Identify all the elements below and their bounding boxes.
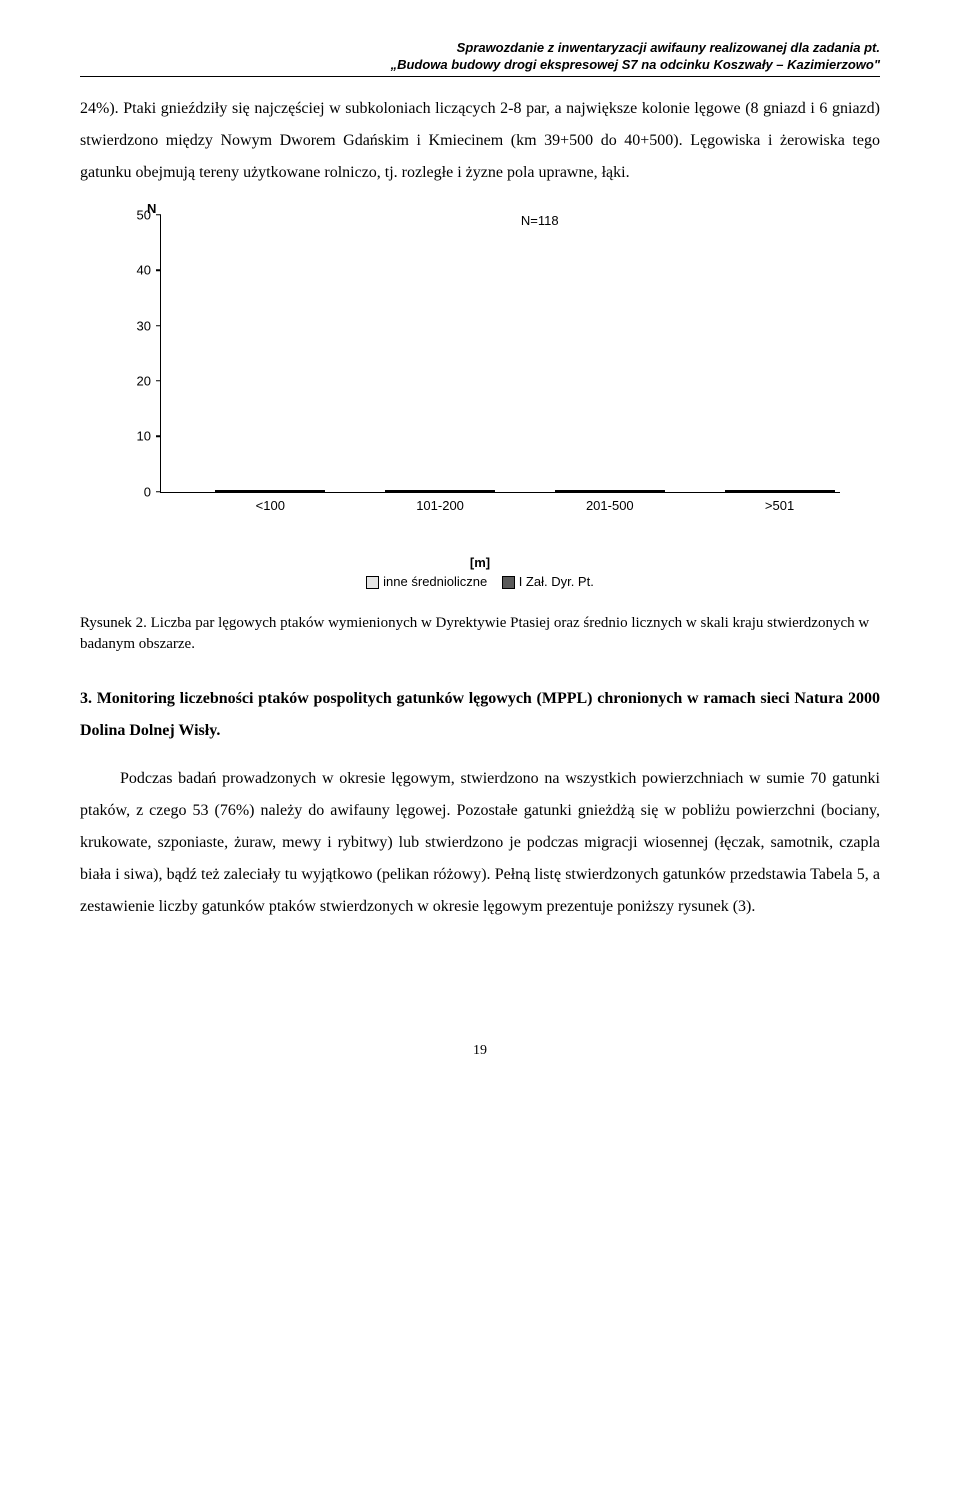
section-title: 3. Monitoring liczebności ptaków pospoli…	[80, 683, 880, 747]
legend-swatch-dark	[502, 576, 515, 589]
page: Sprawozdanie z inwentaryzacji awifauny r…	[0, 0, 960, 1099]
legend-swatch-light	[366, 576, 379, 589]
x-category-label: 201-500	[530, 498, 690, 513]
y-tick-mark	[156, 269, 161, 271]
chart-legend: inne średnioliczne I Zał. Dyr. Pt.	[110, 574, 850, 589]
y-tick-label: 50	[121, 207, 151, 222]
page-header: Sprawozdanie z inwentaryzacji awifauny r…	[80, 40, 880, 77]
y-tick-mark	[156, 436, 161, 438]
n-equals-label: N=118	[521, 213, 559, 228]
x-category-label: <100	[190, 498, 350, 513]
figure-caption: Rysunek 2. Liczba par lęgowych ptaków wy…	[80, 613, 880, 655]
legend-label-light: inne średnioliczne	[383, 574, 487, 589]
bar-segment-top	[555, 490, 665, 492]
stacked-bar-chart: N N=118 01020304050<100101-200201-500>50…	[110, 205, 850, 525]
bar-segment-top	[725, 490, 835, 492]
y-tick-mark	[156, 325, 161, 327]
bar-segment-top	[385, 490, 495, 492]
x-axis-title: [m]	[110, 555, 850, 570]
y-tick-label: 40	[121, 263, 151, 278]
header-line-1: Sprawozdanie z inwentaryzacji awifauny r…	[80, 40, 880, 57]
page-number: 19	[80, 1043, 880, 1059]
bar-segment-top	[215, 490, 325, 492]
paragraph-2: Podczas badań prowadzonych w okresie lęg…	[80, 763, 880, 923]
paragraph-1: 24%). Ptaki gnieździły się najczęściej w…	[80, 93, 880, 189]
legend-label-dark: I Zał. Dyr. Pt.	[519, 574, 594, 589]
y-tick-label: 0	[121, 484, 151, 499]
x-category-label: >501	[700, 498, 860, 513]
header-line-2: „Budowa budowy drogi ekspresowej S7 na o…	[80, 57, 880, 74]
chart-container: N N=118 01020304050<100101-200201-500>50…	[110, 205, 850, 589]
plot-area: N N=118 01020304050<100101-200201-500>50…	[160, 215, 840, 493]
y-tick-label: 30	[121, 318, 151, 333]
y-tick-label: 10	[121, 429, 151, 444]
y-tick-label: 20	[121, 373, 151, 388]
y-tick-mark	[156, 380, 161, 382]
x-category-label: 101-200	[360, 498, 520, 513]
y-tick-mark	[156, 214, 161, 216]
y-tick-mark	[156, 491, 161, 493]
